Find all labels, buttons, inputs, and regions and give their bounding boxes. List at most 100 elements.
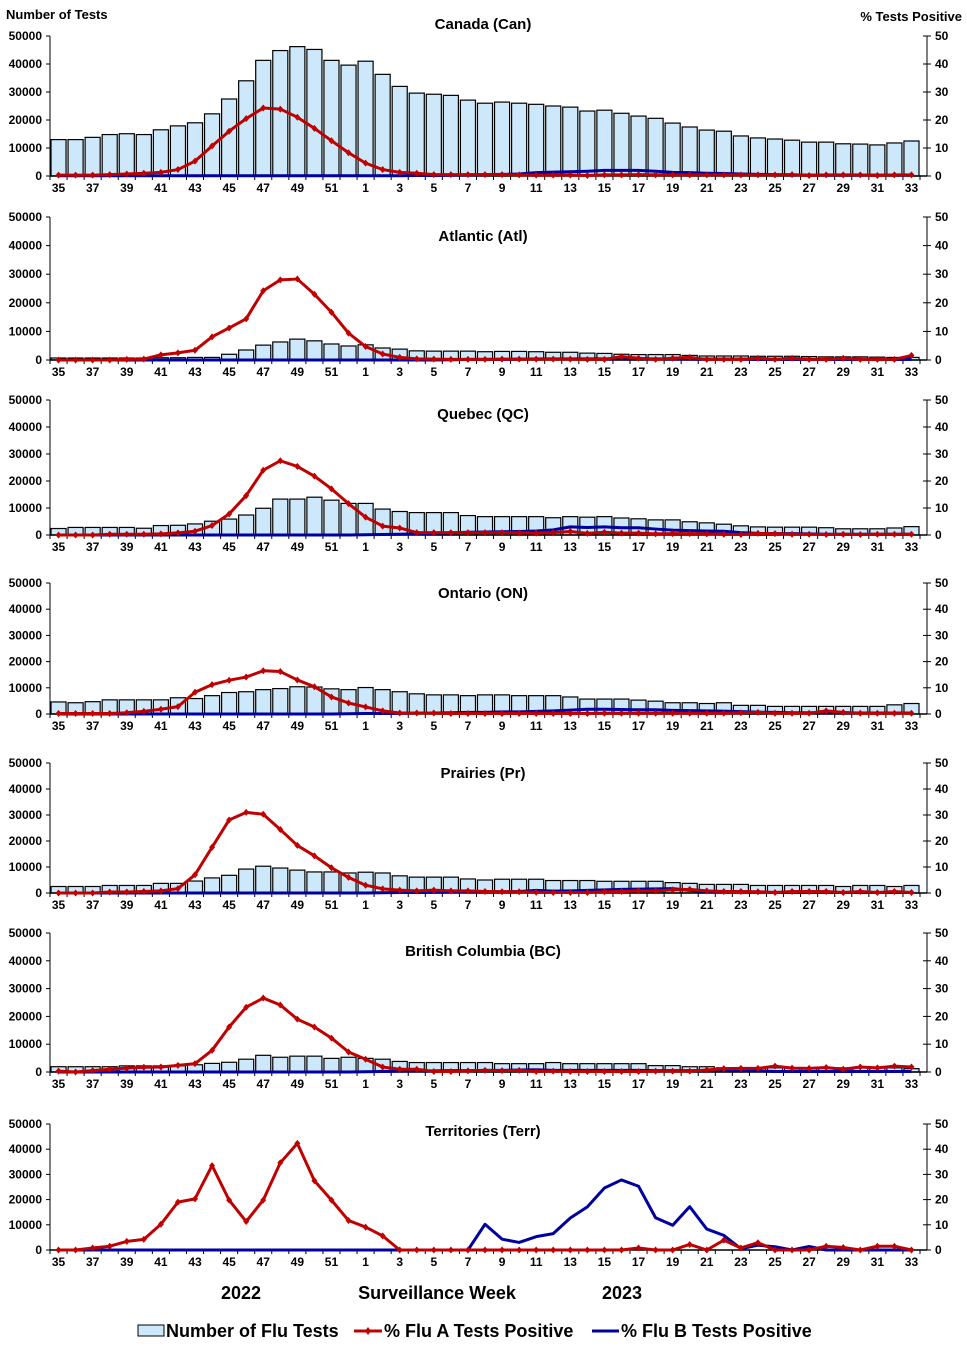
right-tick-label: 10: [935, 141, 949, 155]
bar-tests: [186, 697, 204, 715]
x-tick-label: 47: [257, 181, 271, 195]
point-flu-a: [243, 1218, 250, 1226]
left-tick-label: 40000: [9, 602, 43, 616]
point-flu-a: [140, 530, 147, 538]
panel-ontario-on: Ontario (ON) 0 10000 20000 30000 40000 50000 0 1…: [9, 576, 949, 733]
panel-title: Atlantic (Atl): [438, 228, 527, 245]
point-flu-a: [413, 169, 420, 177]
point-flu-a: [482, 887, 488, 895]
point-flu-a: [157, 705, 164, 713]
point-flu-a: [157, 168, 164, 176]
left-tick-label: 40000: [9, 57, 43, 71]
right-tick-label: 20: [935, 474, 949, 488]
left-tick-label: 20000: [9, 1009, 43, 1023]
x-tick-label: 49: [291, 365, 305, 379]
point-flu-a: [737, 355, 744, 363]
x-tick-label: 37: [86, 1077, 100, 1091]
point-flu-a: [482, 529, 488, 537]
point-flu-a: [584, 529, 591, 537]
x-tick-label: 31: [871, 365, 885, 379]
point-flu-a: [209, 522, 216, 530]
x-tick-label: 37: [86, 181, 100, 195]
point-flu-a: [635, 171, 642, 179]
x-tick-label: 5: [430, 540, 437, 554]
right-tick-label: 20: [935, 113, 949, 127]
point-flu-a: [516, 888, 523, 896]
bar-tests: [289, 498, 306, 536]
right-tick-label: 40: [935, 782, 949, 796]
point-flu-a: [669, 354, 676, 362]
point-flu-a: [823, 171, 830, 179]
legend: Number of Flu Tests % Flu A Tests Positi…: [137, 1321, 812, 1341]
bar-tests: [545, 105, 562, 177]
point-flu-a: [396, 1065, 403, 1073]
point-flu-a: [908, 351, 915, 359]
point-flu-a: [823, 530, 830, 538]
point-flu-a: [192, 1195, 198, 1203]
x-tick-label: 49: [291, 719, 305, 733]
point-flu-a: [89, 889, 96, 897]
point-flu-a: [464, 1067, 471, 1075]
left-tick-label: 30000: [9, 85, 43, 99]
bar-tests: [391, 85, 408, 177]
x-tick-label: 33: [905, 540, 919, 554]
point-flu-a: [311, 290, 318, 298]
x-tick-label: 25: [768, 540, 782, 554]
x-tick-label: 1: [362, 719, 369, 733]
left-tick-label: 20000: [9, 655, 43, 669]
x-tick-label: 3: [396, 719, 403, 733]
left-tick-label: 30000: [9, 267, 43, 281]
x-tick-label: 3: [396, 1077, 403, 1091]
point-flu-a: [311, 1177, 318, 1185]
bar-tests: [579, 110, 596, 177]
left-tick-label: 0: [35, 1243, 42, 1257]
bar-tests: [255, 344, 272, 361]
bar-tests: [528, 103, 545, 177]
point-flu-a: [396, 524, 403, 532]
point-flu-a: [737, 530, 744, 538]
x-tick-label: 49: [291, 1255, 305, 1269]
point-flu-a: [857, 1063, 864, 1071]
point-flu-a: [772, 355, 778, 363]
point-flu-a: [447, 1067, 454, 1075]
x-tick-label: 37: [86, 719, 100, 733]
x-tick-label: 23: [734, 181, 748, 195]
x-tick-label: 35: [52, 719, 66, 733]
point-flu-a: [874, 888, 881, 896]
x-tick-label: 31: [871, 1077, 885, 1091]
point-flu-a: [601, 709, 608, 717]
left-tick-label: 10000: [9, 681, 43, 695]
point-flu-a: [328, 1034, 335, 1042]
point-flu-a: [737, 709, 744, 717]
point-flu-a: [413, 529, 420, 537]
x-tick-label: 45: [222, 1077, 236, 1091]
right-tick-label: 50: [935, 29, 949, 43]
point-flu-a: [192, 527, 198, 535]
bar-tests: [289, 869, 306, 894]
point-flu-a: [584, 1246, 591, 1254]
point-flu-a: [567, 527, 574, 535]
x-tick-label: 47: [257, 719, 271, 733]
x-tick-label: 25: [768, 365, 782, 379]
point-flu-a: [635, 1244, 642, 1252]
x-tick-label: 3: [396, 898, 403, 912]
x-tick-label: 27: [802, 181, 816, 195]
point-flu-a: [328, 308, 335, 316]
point-flu-a: [703, 887, 710, 895]
left-tick-label: 30000: [9, 628, 43, 642]
bar-tests: [869, 144, 886, 177]
right-tick-label: 30: [935, 982, 949, 996]
bar-tests: [306, 1055, 323, 1073]
point-flu-a: [652, 709, 659, 717]
point-flu-a: [379, 166, 386, 174]
right-tick-label: 0: [935, 707, 942, 721]
point-flu-a: [499, 1246, 506, 1254]
bar-tests: [272, 498, 289, 536]
x-tick-label: 25: [768, 719, 782, 733]
point-flu-a: [106, 530, 113, 538]
point-flu-a: [123, 1064, 130, 1072]
point-flu-a: [260, 1196, 267, 1204]
point-flu-a: [601, 1246, 608, 1254]
x-tick-label: 13: [564, 1255, 578, 1269]
point-flu-a: [686, 1067, 693, 1075]
